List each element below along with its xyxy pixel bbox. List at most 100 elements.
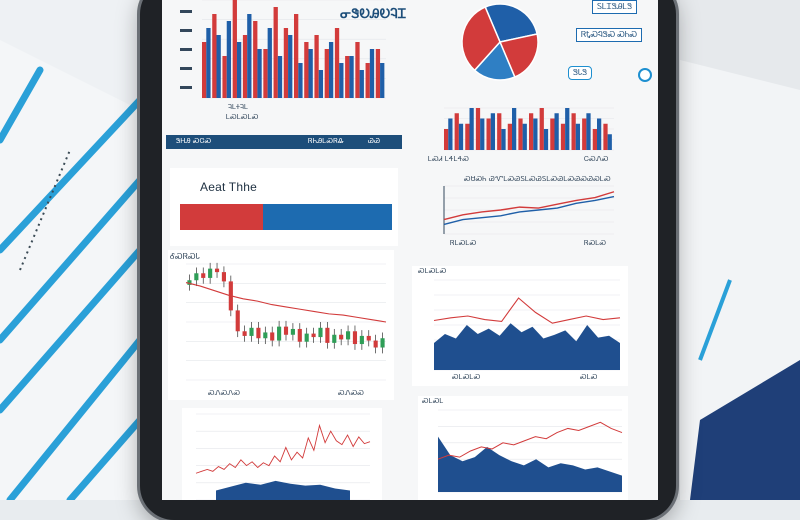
top-bar-mark — [202, 42, 207, 98]
right-bar-mark — [475, 108, 481, 150]
candle-x-label-2: ᏍᏁᏍᏍ — [338, 390, 365, 397]
top-bar-mark — [216, 35, 221, 98]
candlestick-chart — [185, 262, 387, 381]
right-bar-chart — [444, 107, 614, 151]
right-bar-mark — [575, 123, 580, 150]
right-bar-mark — [507, 123, 512, 150]
right-bar-mark — [501, 129, 506, 150]
right-bar-mark — [518, 118, 523, 150]
right-bar-mark — [603, 123, 608, 150]
top-bar-mark — [267, 28, 272, 98]
legend-toggle-icon[interactable] — [638, 68, 652, 82]
line-chart-title: ᏍᏌᏍᏂ ᏊᏉᏞᏍᏊᏚᏞᏍᏊᏚᏞᏍᏊᏞᏍᏊᏍᏊᏍᏞᏍ — [464, 176, 611, 183]
bottom-right-area — [438, 436, 622, 492]
top-bar-chart-panel: ᎸᏞᏐᎸᏞ ᏞᏍᏞᏍᏞᏍ — [166, 0, 396, 128]
area-x-label: ᏍᏞᏍᏞᏍ — [452, 374, 481, 381]
top-bar-mark — [318, 70, 324, 98]
app-logo: ᓂᏕᎧᎯᎧᎸᏆ — [340, 6, 407, 21]
right-bar-mark — [550, 118, 555, 150]
candlestick-title: ᎴᏍᏒᏍᏓ — [170, 252, 201, 261]
stat-card[interactable]: Aeat Thhe — [170, 168, 398, 246]
line-series-blue — [443, 195, 615, 226]
candle-body — [311, 333, 316, 338]
top-bar-mark — [298, 63, 303, 98]
dashboard-screen: ᓂᏕᎧᎯᎧᎸᏆ ᎸᏞᏐᎸᏞ ᏞᏍᏞᏍᏞᏍ ᏚᏞᏆᏕᎯᏞᏕ ᏒᎿᏍᏄᏕᏍ ᏍᏂᏍ … — [162, 0, 658, 500]
top-bar-mark — [253, 21, 258, 98]
area-chart-title: ᏍᏞᏍᏞᏍ — [418, 268, 447, 275]
right-bar-mark — [543, 129, 549, 150]
right-bar-mark — [497, 113, 502, 150]
right-bar-mark — [554, 113, 559, 150]
top-bar-y-tick — [180, 29, 192, 32]
right-bar-mark — [469, 108, 474, 150]
legend-tag-3[interactable]: ᏕᏓᏕ — [568, 66, 593, 80]
top-bar-mark — [334, 28, 340, 98]
top-bar-mark — [355, 42, 360, 98]
right-bar-x-label-2: ᏟᏍᏁᏍ — [584, 156, 609, 163]
candle-body — [339, 334, 344, 340]
candle-body — [373, 340, 378, 348]
pie-slice — [473, 40, 516, 81]
candle-body — [263, 332, 268, 339]
top-bar-mark — [359, 70, 364, 98]
top-bar-mark — [380, 63, 385, 98]
bottom-right-line — [437, 421, 623, 460]
legend-tag-1[interactable]: ᏚᏞᏆᏕᎯᏞᏕ — [592, 0, 638, 14]
line-x-label-2: ᏒᏍᏞᏍ — [584, 240, 607, 247]
top-bar-mark — [283, 28, 289, 98]
candle-body — [318, 327, 323, 338]
right-bar-mark — [490, 113, 495, 150]
candle-body — [346, 331, 351, 340]
right-bar-x-label: ᏞᏍᏗ ᏞᏎᏞᏎᏍ — [428, 156, 470, 163]
bottom-left-area — [216, 480, 350, 500]
stat-card-title: Aeat Thhe — [200, 180, 257, 194]
right-bar-mark — [533, 118, 538, 150]
bottom-right-area-chart — [437, 409, 623, 493]
right-bar-chart-panel: ᏞᏍᏗ ᏞᏎᏞᏎᏍ ᏟᏍᏁᏍ — [414, 100, 624, 170]
candle-body — [235, 310, 240, 332]
top-bar-mark — [232, 0, 237, 98]
candle-body — [221, 272, 226, 282]
pie-slice — [498, 33, 539, 78]
section-header-left: ᏕᎻᎯ ᏍᏣᏍ — [176, 138, 212, 145]
top-bar-mark — [247, 14, 252, 98]
line-chart — [443, 185, 615, 235]
top-bar-mark — [226, 21, 232, 98]
candle-body — [242, 331, 247, 336]
top-bar-mark — [212, 14, 217, 98]
top-bar-mark — [324, 49, 329, 98]
legend-tag-2[interactable]: ᏒᎿᏍᏄᏕᏍ ᏍᏂᏍ — [576, 28, 643, 42]
candle-body — [256, 327, 261, 339]
right-bar-mark — [539, 108, 544, 150]
section-header-right: ᏊᏊ — [368, 138, 381, 145]
right-bar-mark — [571, 113, 576, 150]
section-header-middle: ᏒᏂᎯᏞᏍᏒᎲ — [308, 138, 345, 145]
top-bar-mark — [273, 7, 278, 98]
pie-chart — [461, 3, 539, 81]
candle-body — [290, 328, 295, 335]
right-bar-mark — [444, 129, 449, 150]
candlestick-panel: ᎴᏍᏒᏍᏓ ᏍᏁᏍᏁᏍ ᏍᏁᏍᏍ — [168, 250, 394, 400]
bottom-left-chart-panel — [182, 408, 382, 500]
right-bar-mark — [582, 118, 587, 150]
top-bar-mark — [345, 56, 350, 98]
top-bar-mark — [277, 56, 283, 98]
pie-slice — [484, 3, 539, 43]
top-bar-y-tick — [180, 86, 192, 89]
top-bar-mark — [304, 42, 309, 98]
top-bar-mark — [369, 49, 375, 98]
line-x-label: ᏒᏞᏍᏞᏍ — [450, 240, 477, 247]
section-header-bar — [166, 135, 402, 149]
area-chart-panel: ᏍᏞᏍᏞᏍ ᏍᏞᏍᏞᏍ ᏍᏞᏍ — [412, 266, 628, 386]
top-bar-x-label-2: ᏞᏍᏞᏍᏞᏍ — [226, 114, 259, 121]
candle-body — [325, 327, 330, 343]
bottom-left-line — [195, 423, 371, 474]
top-bar-mark — [375, 49, 381, 98]
top-bar-mark — [314, 35, 319, 98]
right-bar-mark — [448, 118, 453, 150]
right-bar-mark — [512, 108, 517, 150]
top-bar-mark — [263, 49, 268, 98]
right-bar-mark — [480, 118, 485, 150]
right-bar-mark — [458, 123, 464, 150]
candle-body — [297, 328, 302, 342]
